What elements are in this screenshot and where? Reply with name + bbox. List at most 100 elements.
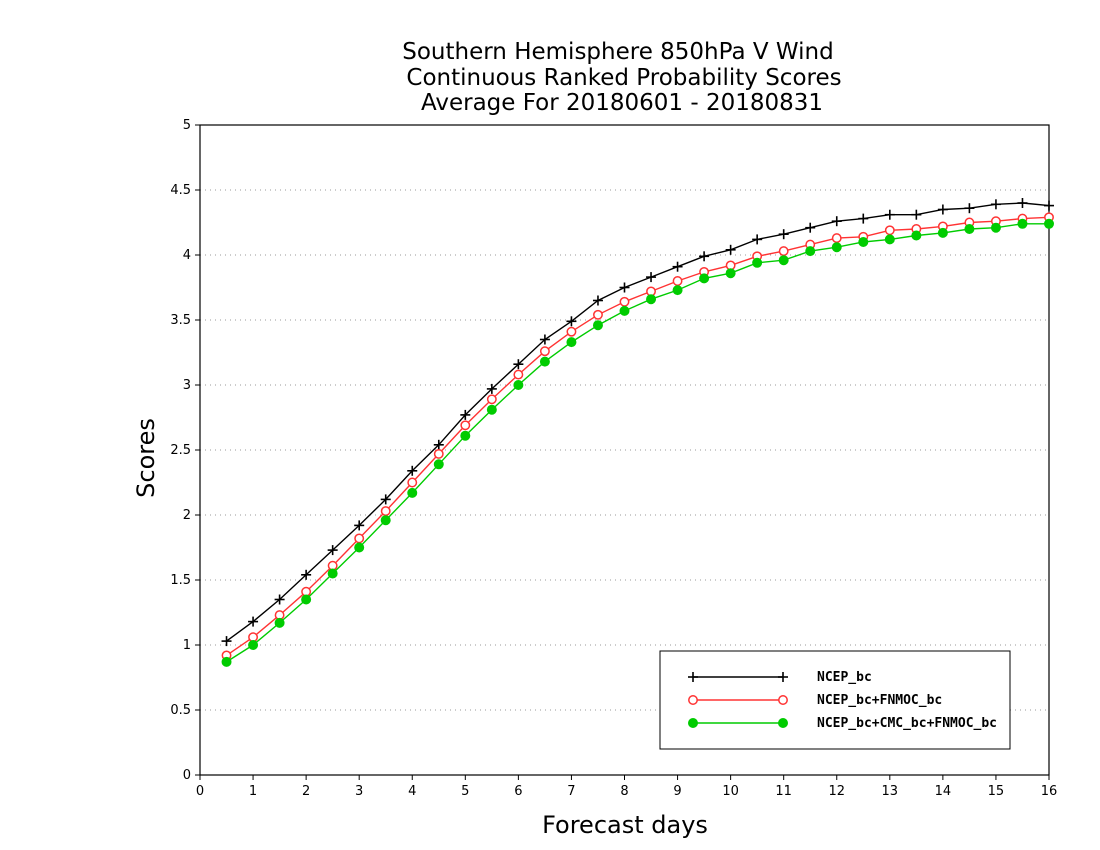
data-point [486, 394, 497, 405]
data-point [380, 515, 391, 526]
chart-title: Southern Hemisphere 850hPa V Wind Contin… [402, 39, 841, 116]
data-point [354, 542, 365, 553]
data-point [248, 616, 259, 627]
legend-marker [688, 718, 698, 728]
x-axis: 0 1 2 3 4 5 6 7 8 9 10 11 12 13 14 15 16 [196, 775, 1057, 799]
series-group [221, 198, 1054, 667]
data-point [301, 594, 312, 605]
series-line [226, 223, 1049, 663]
legend-marker [778, 672, 788, 682]
data-point [566, 337, 577, 348]
data-point [460, 420, 471, 431]
series-line [226, 202, 1050, 642]
data-point [884, 225, 895, 236]
data-point [513, 369, 524, 380]
data-point [672, 285, 683, 296]
data-point [699, 273, 710, 284]
data-point [592, 295, 603, 306]
data-point [592, 320, 603, 331]
data-point [990, 222, 1001, 233]
data-point [433, 448, 444, 459]
data-point [964, 224, 975, 234]
data-point [805, 246, 816, 257]
legend-marker [778, 695, 788, 705]
data-point [884, 234, 895, 245]
data-point [964, 203, 975, 214]
legend-entry: NCEP_bc [688, 670, 872, 685]
x-tick-label: 10 [722, 784, 739, 799]
y-tick-label: 3 [183, 378, 191, 393]
x-tick-label: 2 [302, 784, 310, 799]
data-point [433, 459, 444, 470]
y-tick-label: 1.5 [170, 573, 191, 588]
data-point [937, 204, 948, 215]
legend-label: NCEP_bc [817, 670, 872, 685]
x-tick-label: 16 [1041, 784, 1058, 799]
data-point [248, 640, 259, 650]
data-point [460, 430, 471, 441]
y-tick-label: 4.5 [170, 183, 191, 198]
data-point [221, 656, 232, 667]
data-point [884, 209, 895, 220]
data-point [911, 230, 922, 241]
data-point [672, 276, 683, 286]
data-point [725, 268, 736, 279]
data-point [778, 246, 789, 257]
grid-lines [200, 189, 1049, 711]
x-tick-label: 1 [249, 784, 257, 799]
data-point [619, 282, 630, 293]
data-point [566, 326, 577, 337]
data-point [593, 309, 603, 320]
y-axis-label: Scores [132, 418, 160, 498]
data-point [990, 199, 1001, 210]
data-point [433, 439, 444, 450]
data-point [672, 261, 683, 272]
y-tick-label: 1 [183, 638, 191, 653]
y-tick-label: 5 [183, 118, 191, 133]
data-point [407, 487, 418, 498]
data-point [1044, 200, 1054, 211]
data-point [831, 233, 842, 244]
data-point [354, 533, 365, 544]
data-point [778, 255, 789, 266]
series-NCEP_bc+FNMOC_bc [221, 212, 1054, 661]
data-point [354, 520, 365, 531]
x-axis-label: Forecast days [542, 811, 708, 839]
data-point [566, 316, 577, 327]
legend-marker [688, 695, 698, 705]
y-tick-label: 2 [183, 508, 191, 523]
data-point [699, 251, 710, 262]
data-point [1044, 218, 1054, 229]
series-NCEP_bc+CMC_bc+FNMOC_bc [221, 218, 1054, 667]
series-NCEP_bc [221, 198, 1054, 647]
x-tick-label: 12 [828, 784, 845, 799]
data-point [1017, 198, 1028, 208]
data-point [619, 296, 630, 307]
legend-marker [688, 672, 698, 682]
x-tick-label: 13 [882, 784, 899, 799]
data-point [486, 404, 497, 415]
x-tick-label: 8 [620, 784, 628, 799]
x-tick-label: 11 [775, 784, 792, 799]
data-point [619, 305, 630, 316]
data-point [752, 234, 763, 245]
data-point [486, 383, 497, 394]
data-point [725, 244, 736, 255]
data-point [407, 477, 418, 488]
data-point [327, 568, 338, 579]
legend-entry: NCEP_bc+CMC_bc+FNMOC_bc [688, 716, 997, 731]
x-tick-label: 4 [408, 784, 416, 799]
data-point [274, 617, 285, 628]
legend-entry: NCEP_bc+FNMOC_bc [688, 693, 942, 708]
legend-label: NCEP_bc+CMC_bc+FNMOC_bc [817, 716, 997, 731]
legend-label: NCEP_bc+FNMOC_bc [817, 693, 942, 708]
data-point [301, 569, 312, 580]
data-point [380, 506, 391, 517]
data-point [539, 356, 550, 367]
x-tick-label: 7 [567, 784, 575, 799]
data-point [911, 209, 922, 220]
data-point [858, 213, 869, 224]
x-tick-label: 5 [461, 784, 469, 799]
chart-title-line-3: Average For 20180601 - 20180831 [421, 90, 823, 116]
